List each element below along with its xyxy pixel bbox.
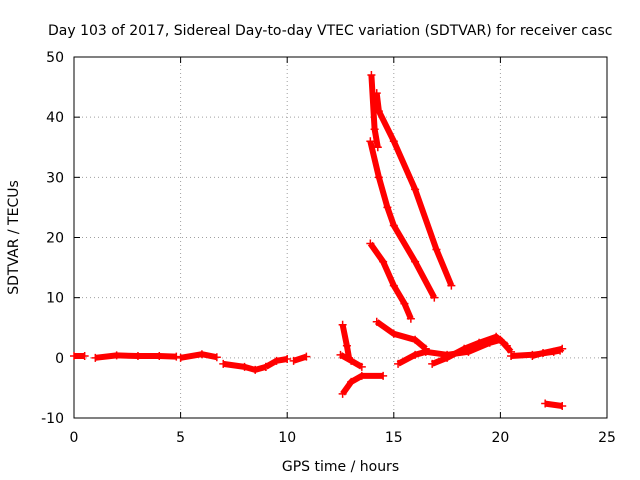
x-tick-label: 0: [70, 430, 79, 446]
data-point: [302, 352, 311, 361]
data-point: [379, 371, 388, 380]
y-tick-label: 30: [46, 170, 64, 186]
data-point: [528, 352, 537, 361]
data-point: [70, 352, 78, 361]
data-point: [342, 341, 351, 350]
data-point: [372, 317, 381, 326]
x-tick-label: 25: [598, 430, 616, 446]
data-point: [374, 173, 383, 182]
y-tick-label: 0: [55, 351, 64, 367]
data-point: [428, 359, 437, 368]
data-point: [389, 329, 398, 338]
data-point: [197, 350, 206, 359]
data-point: [366, 137, 375, 146]
data-point: [539, 349, 548, 358]
chart-title: Day 103 of 2017, Sidereal Day-to-day VTE…: [48, 23, 612, 39]
data-point: [460, 344, 469, 353]
data-point: [502, 341, 511, 350]
data-point: [155, 352, 164, 361]
data-point: [421, 347, 430, 356]
data-series-track-8: [339, 324, 352, 359]
grid: [74, 57, 607, 418]
data-point: [383, 203, 392, 212]
y-axis-label: SDTVAR / TECUs: [6, 180, 22, 295]
data-point: [240, 362, 249, 371]
data-series-track-14: [374, 319, 428, 352]
y-tick-label: 50: [46, 50, 64, 66]
data-point: [389, 137, 398, 146]
data-point: [370, 125, 379, 134]
data-point: [367, 71, 376, 80]
data-point: [492, 332, 501, 341]
data-point: [366, 239, 375, 248]
x-axis-label: GPS time / hours: [282, 459, 399, 475]
plot-frame: [73, 56, 608, 419]
data-point: [373, 143, 382, 152]
data-point: [372, 89, 381, 98]
data-point: [558, 344, 567, 353]
data-layer: [70, 71, 567, 410]
axis-ticks: 0 5 10 15 20 25 -10 0 10 20 30 40 50: [41, 50, 616, 446]
data-point: [219, 359, 228, 368]
data-point: [400, 299, 409, 308]
data-point: [447, 281, 456, 290]
data-point: [133, 352, 142, 361]
data-point: [176, 353, 185, 362]
data-point: [336, 350, 345, 359]
data-point: [272, 356, 281, 365]
data-point: [212, 353, 221, 362]
data-point: [507, 352, 516, 361]
data-point: [172, 352, 181, 361]
data-point: [374, 107, 383, 116]
data-point: [289, 356, 298, 365]
data-point: [430, 293, 439, 302]
data-series-track-12: [367, 140, 437, 300]
data-point: [379, 257, 388, 266]
data-point: [389, 221, 398, 230]
data-point: [394, 359, 403, 368]
x-tick-label: 5: [176, 430, 185, 446]
data-point: [347, 377, 356, 386]
data-point: [261, 362, 270, 371]
data-point: [432, 245, 441, 254]
y-tick-label: 20: [46, 231, 64, 247]
data-point: [357, 371, 366, 380]
data-point: [283, 355, 292, 364]
data-point: [475, 338, 484, 347]
data-point: [406, 314, 415, 323]
data-point: [357, 362, 366, 371]
data-point: [411, 350, 420, 359]
data-series-track-18: [531, 345, 563, 359]
y-tick-label: -10: [41, 411, 64, 427]
x-tick-label: 15: [385, 430, 403, 446]
data-point: [338, 389, 347, 398]
data-point: [345, 353, 354, 362]
data-series-track-4: [222, 360, 267, 373]
data-point: [558, 401, 567, 410]
y-tick-label: 40: [46, 110, 64, 126]
data-point: [112, 351, 121, 360]
x-tick-label: 10: [278, 430, 296, 446]
data-point: [251, 365, 260, 374]
x-tick-label: 20: [491, 430, 509, 446]
data-point: [541, 399, 550, 408]
data-point: [338, 320, 347, 329]
data-point: [411, 185, 420, 194]
data-point: [91, 353, 100, 362]
data-point: [443, 353, 452, 362]
data-point: [389, 281, 398, 290]
data-point: [80, 352, 89, 361]
y-tick-label: 10: [46, 291, 64, 307]
data-point: [411, 335, 420, 344]
data-point: [411, 257, 420, 266]
data-series-track-9: [340, 372, 384, 396]
data-series-track-16: [431, 333, 509, 367]
